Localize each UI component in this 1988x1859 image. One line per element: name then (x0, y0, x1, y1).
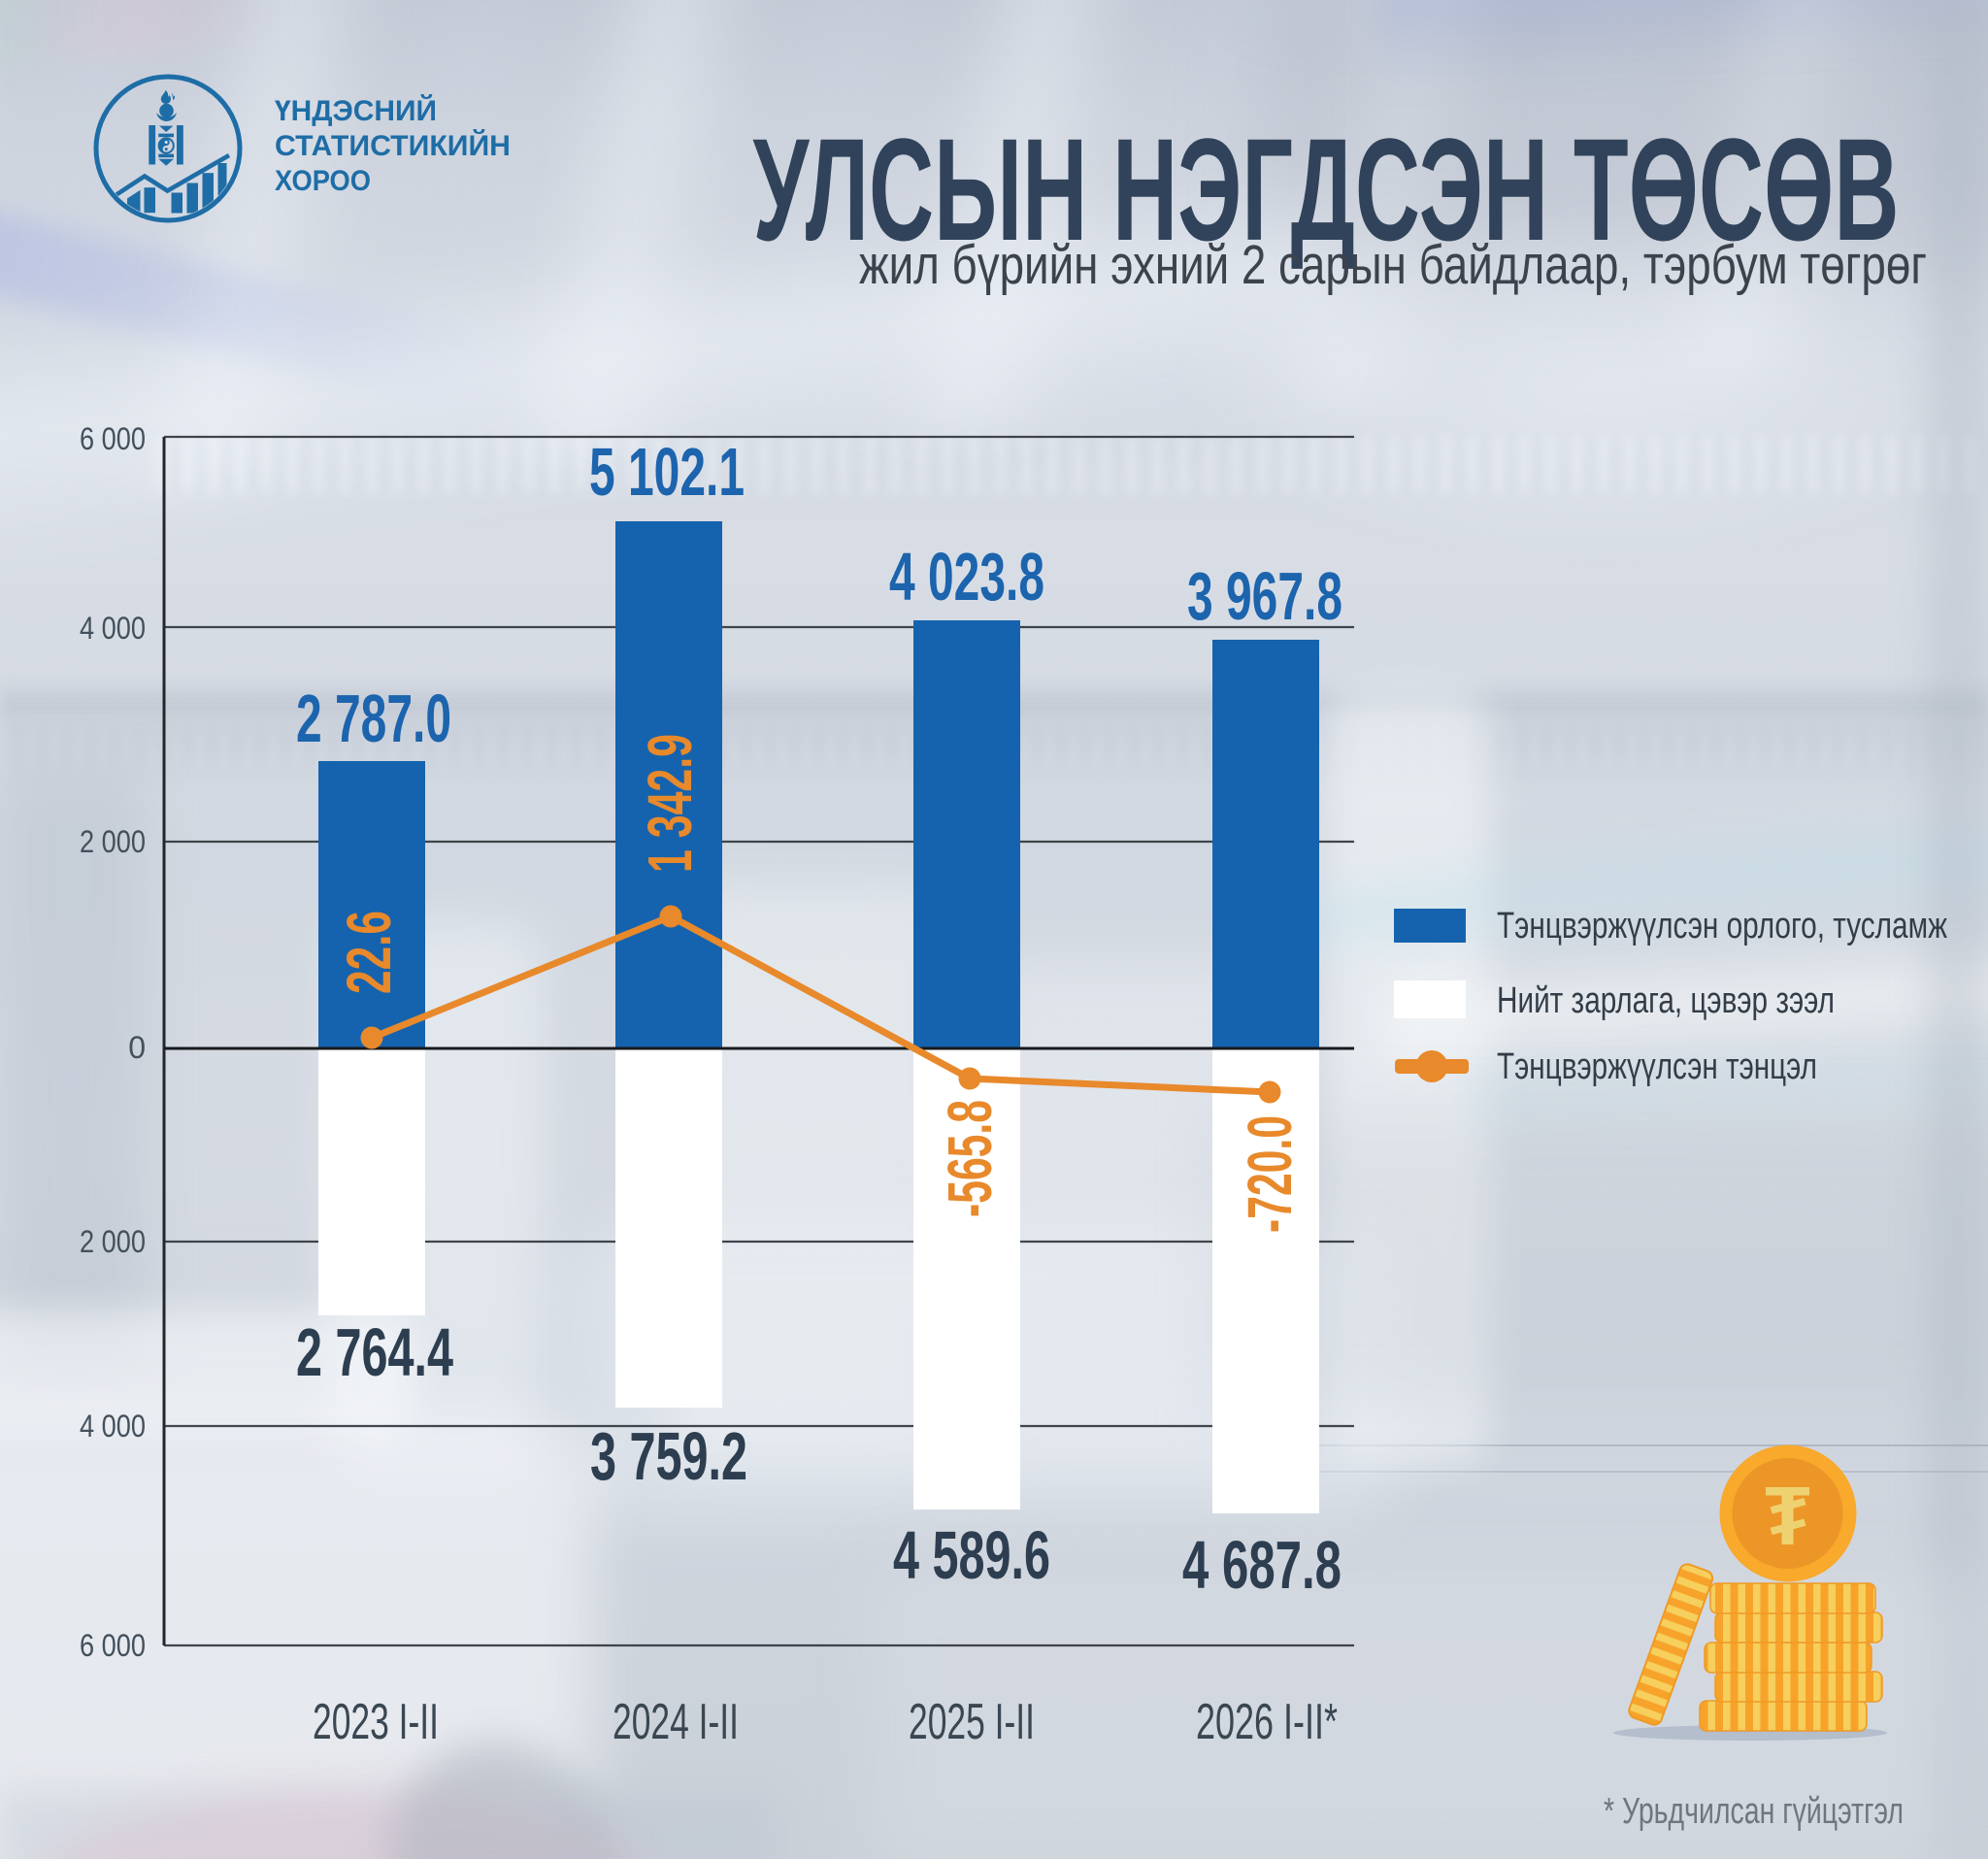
svg-text:Нийт зарлага, цэвэр зээл: Нийт зарлага, цэвэр зээл (1497, 980, 1835, 1021)
svg-text:3 759.2: 3 759.2 (590, 1418, 747, 1494)
svg-text:2 000: 2 000 (80, 1224, 146, 1259)
svg-text:2 000: 2 000 (80, 824, 146, 859)
svg-text:-565.8: -565.8 (935, 1100, 1005, 1217)
svg-text:2024 I-II: 2024 I-II (613, 1694, 739, 1750)
svg-text:2 764.4: 2 764.4 (296, 1314, 453, 1390)
svg-text:6 000: 6 000 (80, 421, 146, 456)
svg-text:3 967.8: 3 967.8 (1187, 558, 1342, 634)
svg-text:2025 I-II: 2025 I-II (909, 1694, 1035, 1750)
svg-text:22.6: 22.6 (334, 911, 404, 994)
svg-text:ХОРОО: ХОРОО (275, 165, 371, 197)
svg-text:1 342.9: 1 342.9 (635, 734, 705, 873)
svg-text:6 000: 6 000 (80, 1628, 146, 1663)
svg-text:-720.0: -720.0 (1235, 1115, 1305, 1233)
svg-text:4 687.8: 4 687.8 (1182, 1527, 1342, 1603)
svg-text:4 023.8: 4 023.8 (889, 539, 1044, 614)
svg-text:Тэнцвэржүүлсэн орлого, тусламж: Тэнцвэржүүлсэн орлого, тусламж (1497, 906, 1947, 946)
svg-text:2026 I-II*: 2026 I-II* (1196, 1694, 1338, 1750)
svg-text:СТАТИСТИКИЙН: СТАТИСТИКИЙН (275, 129, 511, 162)
svg-text:0: 0 (128, 1030, 146, 1065)
svg-text:* Урьдчилсан гүйцэтгэл: * Урьдчилсан гүйцэтгэл (1604, 1791, 1904, 1832)
svg-text:4 000: 4 000 (80, 1409, 146, 1444)
svg-text:2023 I-II: 2023 I-II (313, 1694, 439, 1750)
svg-text:4 000: 4 000 (80, 611, 146, 646)
svg-text:жил бүрийн эхний 2 сарын байдл: жил бүрийн эхний 2 сарын байдлаар, тэрбу… (859, 234, 1927, 296)
svg-text:4 589.6: 4 589.6 (893, 1517, 1050, 1593)
svg-text:2 787.0: 2 787.0 (296, 681, 451, 756)
svg-text:Тэнцвэржүүлсэн тэнцэл: Тэнцвэржүүлсэн тэнцэл (1497, 1046, 1817, 1087)
svg-text:УЛСЫН НЭГДСЭН ТӨСӨВ: УЛСЫН НЭГДСЭН ТӨСӨВ (753, 108, 1900, 271)
svg-text:ҮНДЭСНИЙ: ҮНДЭСНИЙ (275, 94, 437, 127)
svg-text:5 102.1: 5 102.1 (589, 434, 745, 510)
